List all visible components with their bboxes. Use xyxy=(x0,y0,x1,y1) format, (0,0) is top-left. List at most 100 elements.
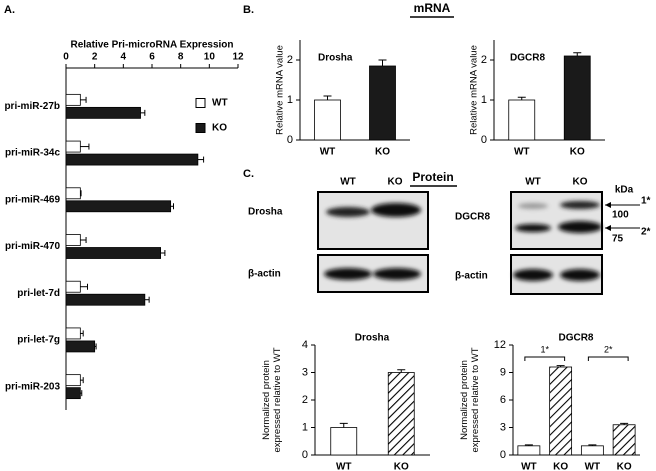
error-bar xyxy=(588,444,597,446)
row-label: Drosha xyxy=(248,207,283,218)
arrow-head xyxy=(605,225,611,231)
error-bar xyxy=(170,203,174,210)
band xyxy=(373,268,421,280)
x-tick-label: 12 xyxy=(232,52,244,63)
band xyxy=(518,203,548,209)
y-tick-label: 2 xyxy=(481,54,487,66)
bar xyxy=(65,106,141,119)
y-tick-label: 2 xyxy=(302,394,308,406)
blot-frame xyxy=(510,191,603,250)
chart-title: Drosha xyxy=(355,333,390,344)
error-bar xyxy=(80,330,84,337)
lane-label: KO xyxy=(573,177,588,188)
category-label: pri-miR-469 xyxy=(5,194,60,205)
bracket xyxy=(587,356,629,361)
error-bar xyxy=(573,52,582,56)
x-tick-label: KO xyxy=(570,147,585,158)
panel-label: B. xyxy=(243,4,254,16)
bar xyxy=(65,187,81,200)
y-axis-label: Relative mRNA value xyxy=(275,45,286,135)
bar xyxy=(517,445,541,456)
error-bar xyxy=(524,444,533,446)
blot: WT KO DGCR8 β-actin kDa 100 75 1* 2* xyxy=(455,177,651,295)
y-tick-label: 3 xyxy=(500,421,506,433)
y-tick-label: 4 xyxy=(302,339,308,351)
bar xyxy=(65,234,81,246)
arrow-head xyxy=(605,202,611,208)
band xyxy=(515,224,551,232)
unit-label: kDa xyxy=(615,185,634,196)
error-bar xyxy=(80,96,87,103)
error-bar xyxy=(323,95,332,100)
y-tick-label: 1 xyxy=(481,94,487,106)
row-label: DGCR8 xyxy=(455,212,490,223)
error-bar xyxy=(80,283,88,290)
lane-label: WT xyxy=(525,177,541,188)
chart-title: Drosha xyxy=(318,53,353,64)
bar xyxy=(314,99,341,141)
arrow-label: 1* xyxy=(641,196,651,207)
band xyxy=(560,269,600,281)
x-tick-label: WT xyxy=(521,462,537,471)
bar xyxy=(369,65,396,141)
legend-label: KO xyxy=(212,123,227,134)
chart-title: Relative Pri-microRNA Expression xyxy=(70,40,233,51)
bar xyxy=(65,280,81,293)
bar xyxy=(65,200,172,213)
y-axis-label: Normalized protein xyxy=(261,360,272,440)
y-tick-label: 1 xyxy=(287,94,293,106)
bar xyxy=(65,374,81,387)
x-tick-label: WT xyxy=(585,462,601,471)
bar xyxy=(330,427,358,456)
bar xyxy=(65,140,81,153)
error-bar xyxy=(339,422,348,428)
y-tick-label: 2 xyxy=(287,54,293,66)
error-bar xyxy=(80,237,87,243)
error-bar xyxy=(94,343,97,350)
row-label: β-actin xyxy=(455,271,488,282)
band xyxy=(558,221,602,233)
category-label: pri-miR-34c xyxy=(5,148,60,159)
bar xyxy=(65,247,161,259)
category-label: pri-miR-470 xyxy=(5,241,60,252)
error-bar xyxy=(556,365,565,367)
category-label: pri-miR-27b xyxy=(4,101,60,112)
error-bar xyxy=(140,109,146,116)
band xyxy=(560,201,600,209)
x-tick-label: WT xyxy=(514,147,530,158)
y-tick-label: 6 xyxy=(500,394,506,406)
chart-title: DGCR8 xyxy=(510,53,545,64)
legend-label: WT xyxy=(212,98,228,109)
error-bar xyxy=(160,250,166,256)
lane-label: WT xyxy=(340,177,356,188)
y-tick-label: 0 xyxy=(500,449,506,461)
bracket xyxy=(524,356,566,361)
error-bar xyxy=(80,143,90,150)
panel-label: C. xyxy=(243,168,254,180)
y-tick-label: 0 xyxy=(287,134,293,146)
band xyxy=(513,269,553,281)
bar xyxy=(563,55,591,141)
y-tick-label: 9 xyxy=(500,366,506,378)
marker-label: 75 xyxy=(612,234,624,245)
category-label: pri-let-7g xyxy=(17,335,60,346)
error-bar xyxy=(197,156,205,163)
annotation: 1* xyxy=(540,344,549,354)
x-tick-label: 4 xyxy=(121,52,127,63)
error-bar xyxy=(144,296,150,303)
legend-swatch xyxy=(195,123,206,133)
y-tick-label: 12 xyxy=(494,339,506,351)
error-bar xyxy=(620,422,629,425)
y-axis-label: expressed relative to WT xyxy=(272,347,283,452)
error-bar xyxy=(517,96,526,100)
x-tick-label: WT xyxy=(336,462,352,471)
bar xyxy=(65,340,96,353)
arrow-label: 2* xyxy=(641,227,651,238)
legend-swatch xyxy=(195,98,206,108)
bar xyxy=(508,99,536,141)
x-tick-label: KO xyxy=(553,462,568,471)
heading: Protein xyxy=(412,170,453,184)
bar xyxy=(65,387,81,400)
y-axis-label: Normalized protein xyxy=(459,360,470,440)
